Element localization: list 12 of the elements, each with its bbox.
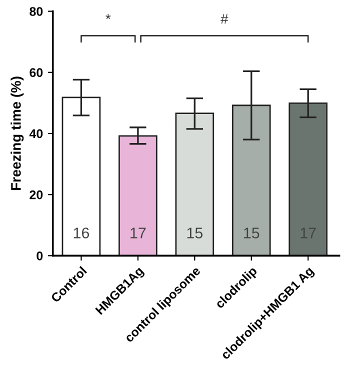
annotation: * — [106, 14, 111, 19]
annotation: # — [220, 14, 228, 24]
annotation: 16 — [74, 228, 90, 238]
y-tick-label: 40 — [29, 129, 43, 138]
annotation: 15 — [244, 228, 260, 238]
annotation: 15 — [187, 228, 203, 238]
y-tick-label: 0 — [36, 251, 43, 260]
y-tick-label: 20 — [30, 190, 43, 200]
annotation: 17 — [130, 228, 146, 238]
y-axis-title: Freezing time (%) — [10, 76, 24, 190]
y-tick-label: 80 — [30, 7, 43, 16]
y-tick-label: 60 — [30, 68, 43, 78]
